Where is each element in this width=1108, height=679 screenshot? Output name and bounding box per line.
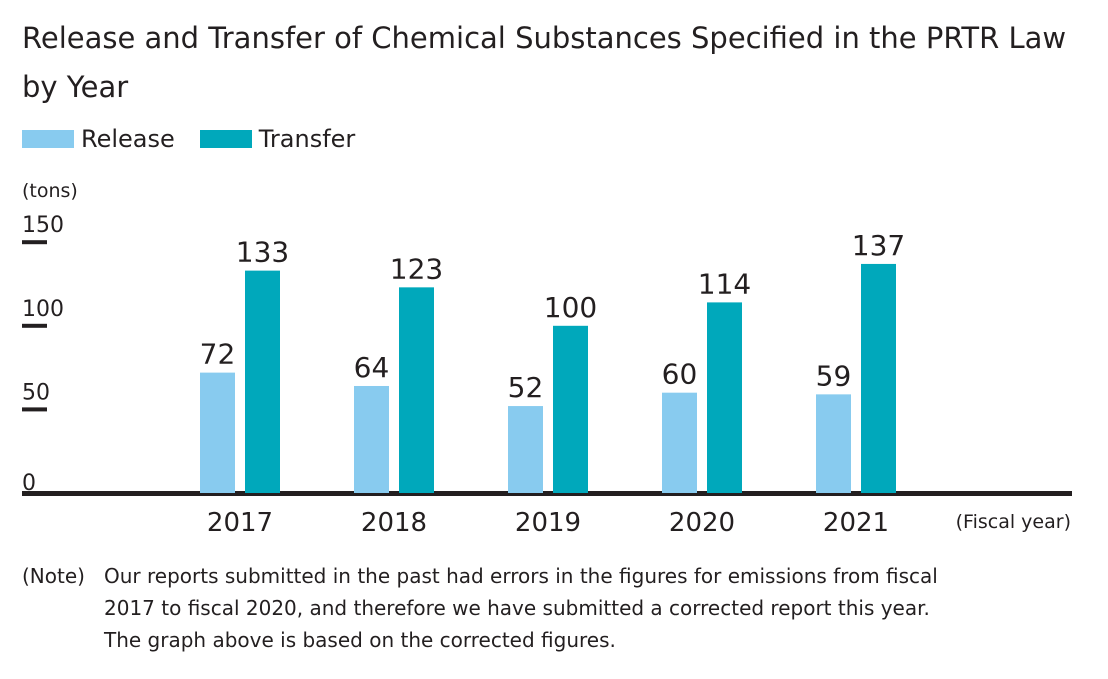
- data-label-transfer-2021: 137: [852, 229, 905, 262]
- y-tick-label: 100: [22, 297, 64, 322]
- x-axis-label: (Fiscal year): [956, 511, 1071, 533]
- legend-item-transfer: Transfer: [199, 125, 356, 153]
- note: (Note) Our reports submitted in the past…: [22, 560, 938, 656]
- x-tick-label-2020: 2020: [669, 508, 735, 538]
- bar-transfer-2021: [861, 263, 896, 493]
- note-row-3: The graph above is based on the correcte…: [22, 624, 938, 656]
- y-tick-mark: [22, 240, 47, 245]
- bar-release-2018: [354, 385, 389, 493]
- legend: Release Transfer: [22, 124, 380, 154]
- y-tick-label: 50: [22, 380, 50, 405]
- y-tick-label: 150: [22, 213, 64, 238]
- chart-title: Release and Transfer of Chemical Substan…: [22, 21, 1067, 104]
- data-label-release-2017: 72: [200, 338, 236, 371]
- note-row-2: 2017 to fiscal 2020, and therefore we ha…: [22, 592, 938, 624]
- y-axis-label: (tons): [22, 180, 78, 202]
- bar-release-2017: [200, 372, 235, 493]
- bar-release-2019: [508, 406, 543, 493]
- note-prefix: (Note): [22, 564, 85, 588]
- data-label-release-2018: 64: [354, 351, 390, 384]
- bar-transfer-2017: [245, 270, 280, 493]
- data-label-transfer-2018: 123: [390, 252, 443, 285]
- x-tick-label-2017: 2017: [207, 508, 273, 538]
- note-line-3: The graph above is based on the correcte…: [104, 628, 616, 652]
- x-axis-line: [22, 491, 1072, 496]
- data-label-release-2019: 52: [508, 371, 544, 404]
- legend-label-release: Release: [81, 125, 175, 153]
- bar-transfer-2019: [553, 325, 588, 493]
- note-line-1: Our reports submitted in the past had er…: [104, 564, 938, 588]
- note-row-1: (Note) Our reports submitted in the past…: [22, 560, 938, 592]
- y-tick-mark: [22, 407, 47, 412]
- legend-swatch-release: [22, 130, 74, 148]
- legend-item-release: Release: [22, 125, 175, 153]
- x-tick-label-2019: 2019: [515, 508, 581, 538]
- note-line-2: 2017 to fiscal 2020, and therefore we ha…: [104, 596, 930, 620]
- bar-transfer-2018: [399, 287, 434, 493]
- bar-chart: (tons) 0 50 100 150 72 133 2017 64 123 2018 52 100 20…: [22, 180, 1072, 538]
- y-tick-label: 0: [22, 471, 36, 496]
- x-tick-label-2021: 2021: [823, 508, 889, 538]
- legend-swatch-transfer: [199, 130, 252, 148]
- x-tick-label-2018: 2018: [361, 508, 427, 538]
- data-label-release-2020: 60: [662, 358, 698, 391]
- data-label-release-2021: 59: [816, 359, 852, 392]
- y-tick-mark: [22, 323, 47, 328]
- bar-release-2021: [816, 394, 851, 493]
- data-label-transfer-2020: 114: [698, 267, 751, 300]
- data-label-transfer-2019: 100: [544, 291, 597, 324]
- bar-transfer-2020: [707, 302, 742, 493]
- legend-label-transfer: Transfer: [258, 125, 356, 153]
- bar-release-2020: [662, 392, 697, 493]
- data-label-transfer-2017: 133: [236, 236, 289, 269]
